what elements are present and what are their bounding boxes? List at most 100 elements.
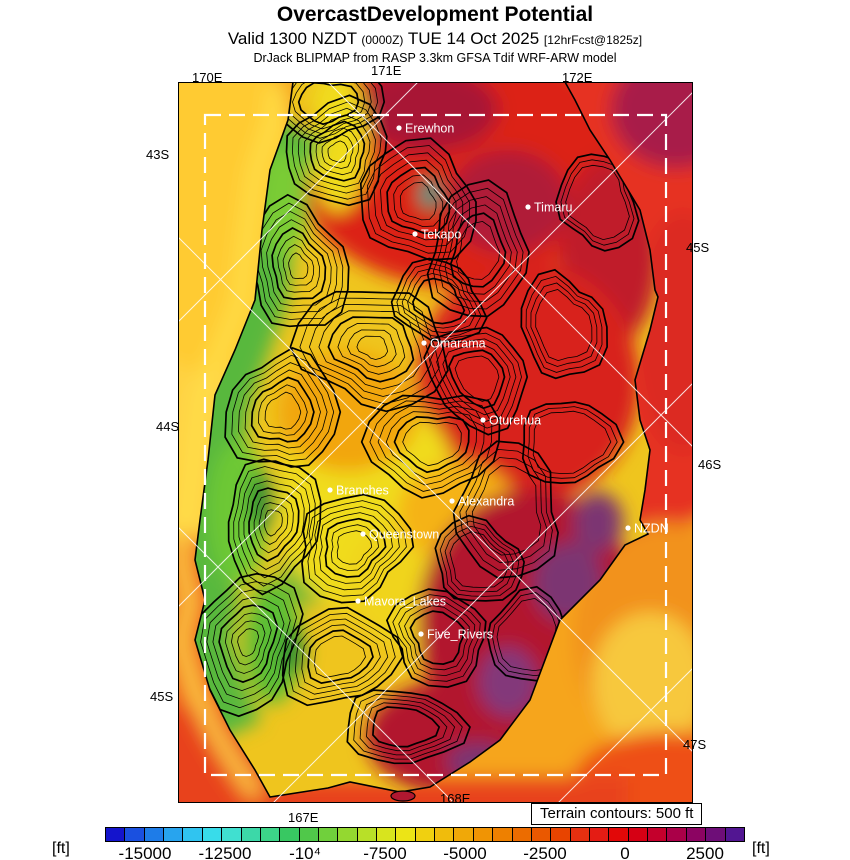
contour-ring [449,531,509,588]
contour-ring [294,618,389,695]
colorbar-segment [725,828,744,841]
contour-ring [307,629,374,684]
contour-ring [532,410,612,475]
contour-ring [386,166,451,235]
colorbar-segment [377,828,397,841]
stewart-island [390,790,416,802]
contour-ring [525,275,603,373]
city-marker-Alexandra: Alexandra [449,495,514,509]
colorbar-segment [280,828,300,841]
contour-ring [444,525,514,593]
contour-ring [327,316,415,383]
colorbar-segment [648,828,668,841]
contour-ring [385,588,487,688]
city-marker-Five_Rivers: Five_Rivers [418,628,493,642]
colorbar-segment [493,828,513,841]
contour-ring [289,290,449,413]
colorbar-segment [318,828,339,841]
contour-ring [297,82,360,126]
contour-ring [271,227,327,300]
colorbar-segment [686,828,707,841]
colorbar-segment [396,828,416,841]
contour-ring [266,219,332,307]
colorbar-tick--12500: -12500 [198,844,252,860]
city-marker-Oturehua: Oturehua [480,414,541,428]
city-marker-Tekapo: Tekapo [412,228,461,242]
model-source-line: DrJack BLIPMAP from RASP 3.3km GFSA Tdif… [253,51,617,65]
contour-ring [292,82,366,130]
contour-ring [253,494,294,554]
contour-ring [337,323,406,375]
map-frame [178,82,693,803]
valid-zulu: (0000Z) [361,33,404,47]
colorbar-segment [551,828,571,841]
city-label: Erewhon [405,122,454,136]
contour-ring [407,273,471,329]
grid-label-168E: 168E [440,791,471,806]
city-label: Omarama [430,337,486,351]
contour-ring [200,581,298,709]
contour-ring [324,517,387,578]
colorbar-tick--7500: -7500 [363,844,407,860]
contour-ring [436,338,517,422]
colorbar-segment [570,828,590,841]
city-marker-Mavora_Lakes: Mavora_Lakes [355,595,446,609]
colorbar-segment [164,828,184,841]
contour-ring [393,416,470,474]
colorbar-segment [241,828,261,841]
contour-ring [303,114,371,188]
colorbar-segment [512,828,532,841]
contour-ring [308,303,432,397]
contour-ring [527,406,618,479]
grid-label-47S: 47S [683,737,707,752]
grid-label-43S: 43S [146,147,170,162]
colorbar-tick--5000: -5000 [443,844,487,860]
contour-ring [277,235,320,293]
contour-ring [282,244,315,286]
colorbar-segment [609,828,629,841]
colorbar-segment [144,828,165,841]
contour-ring [459,448,553,571]
contour-ring [227,458,322,596]
contour-ring [212,596,285,692]
contour-ring [233,466,316,587]
contour-ring [206,589,291,700]
header: OvercastDevelopment Potential Valid 1300… [20,0,850,65]
terrain-contours-note: Terrain contours: 500 ft [531,803,703,825]
contour-ring [369,400,493,492]
contour-ring [404,605,470,671]
contour-ring [346,329,397,368]
valid-time-line: Valid 1300 NZDT (0000Z) TUE 14 Oct 2025 … [20,29,850,49]
contour-ring [444,204,512,295]
colorbar-segment [454,828,474,841]
colorbar-segment [222,828,242,841]
colorbar-tick-0: 0 [620,844,630,860]
colorbar-segment [473,828,494,841]
colorbar-segment [435,828,455,841]
contour-ring [399,181,437,221]
colorbar-tick-2500: 2500 [686,844,724,860]
contour-ring [224,612,272,674]
city-label: Alexandra [458,495,514,509]
contour-ring [353,693,463,760]
grid-label-46S: 46S [698,457,722,472]
contour-ring [301,493,415,604]
contour-ring [224,346,342,468]
colorbar-segment [183,828,203,841]
valid-prefix: Valid 1300 NZDT [227,29,362,48]
contour-ring [449,212,507,288]
grid-label-45S: 45S [150,689,174,704]
contour-ring [366,702,448,752]
city-label: Five_Rivers [427,628,493,642]
contour-ring [263,509,283,537]
city-marker-Erewhon: Erewhon [396,122,454,136]
city-label: Queenstown [369,528,439,542]
contour-ring [257,384,308,436]
contour-ring [327,140,348,163]
contour-ring [237,362,328,455]
contour-ring [398,599,476,677]
valid-date: TUE 14 Oct 2025 [403,29,544,48]
colorbar-segment [706,828,726,841]
colorbar-segment [125,828,145,841]
